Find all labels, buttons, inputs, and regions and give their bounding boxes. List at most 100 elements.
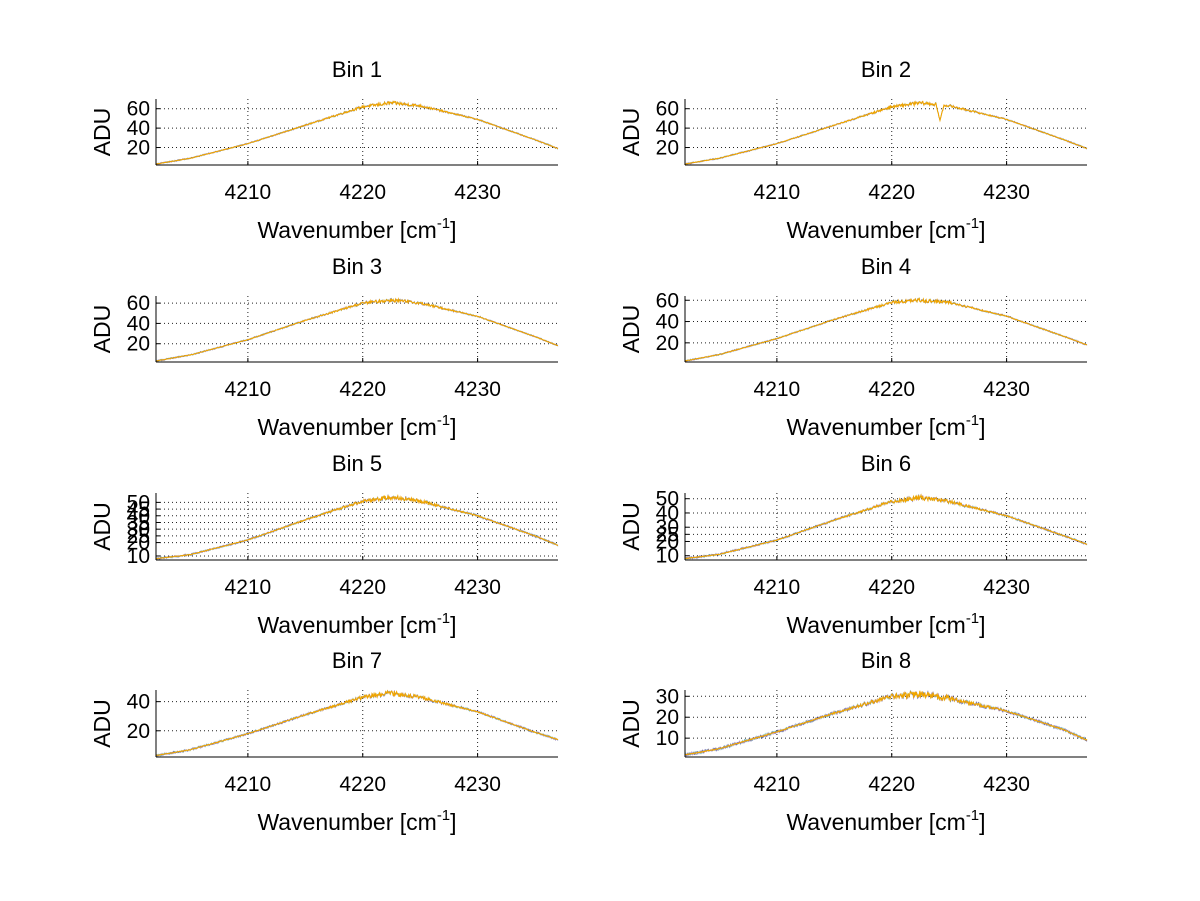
x-axis-label: Wavenumber [cm-1]	[257, 215, 456, 243]
x-axis-label: Wavenumber [cm-1]	[257, 610, 456, 638]
data-trace-underlay	[684, 100, 1088, 165]
x-axis-label-end: ]	[450, 414, 456, 440]
data-trace-underlay	[155, 100, 559, 165]
x-tick-label: 4210	[754, 773, 801, 796]
y-tick-label: 20	[127, 532, 150, 555]
y-tick-label: 25	[127, 525, 150, 548]
x-axis-label: Wavenumber [cm-1]	[786, 610, 985, 638]
x-axis-label-text: Wavenumber [cm	[257, 217, 436, 243]
y-tick-label: 45	[127, 498, 150, 521]
x-tick-label: 4210	[225, 181, 272, 204]
x-tick-label: 4230	[983, 181, 1030, 204]
x-tick-label: 4220	[339, 576, 386, 599]
x-axis-label: Wavenumber [cm-1]	[257, 807, 456, 835]
data-line	[155, 689, 559, 757]
y-axis-label: ADU	[89, 305, 115, 354]
subplot-title: Bin 7	[332, 648, 382, 673]
subplot-title: Bin 3	[332, 254, 382, 279]
y-axis-label: ADU	[618, 108, 644, 157]
data-trace-underlay	[155, 100, 559, 165]
x-tick-label: 4210	[754, 576, 801, 599]
y-tick-label: 40	[656, 311, 679, 334]
x-tick-label: 4210	[225, 576, 272, 599]
y-tick-label: 10	[656, 727, 679, 750]
x-axis-label-text: Wavenumber [cm	[786, 612, 965, 638]
subplot-title: Bin 4	[861, 254, 911, 279]
data-line	[155, 100, 559, 165]
data-line	[684, 100, 1088, 165]
data-trace-underlay	[155, 495, 559, 560]
x-axis-label-superscript: -1	[437, 215, 450, 232]
data-trace-underlay	[684, 297, 1088, 362]
y-tick-label: 20	[656, 137, 679, 160]
x-tick-label: 4230	[983, 576, 1030, 599]
data-trace-underlay	[684, 690, 1088, 758]
x-axis-label-end: ]	[450, 217, 456, 243]
data-trace-underlay	[684, 689, 1088, 757]
x-tick-label: 4220	[339, 773, 386, 796]
data-trace-underlay	[684, 100, 1088, 166]
subplot-title: Bin 1	[332, 57, 382, 82]
y-tick-label: 60	[127, 98, 150, 121]
x-tick-label: 4220	[868, 773, 915, 796]
x-tick-label: 4230	[983, 378, 1030, 401]
x-axis-label: Wavenumber [cm-1]	[786, 215, 985, 243]
x-axis-label-end: ]	[979, 414, 985, 440]
subplot-bin-7: Bin 7 20 40 4210 4220 4230 Wavenumber [cm-1] AD…	[89, 648, 559, 835]
y-tick-label: 30	[656, 516, 679, 539]
data-trace-underlay	[155, 297, 559, 362]
data-trace-underlay	[155, 100, 559, 165]
x-axis-label: Wavenumber [cm-1]	[257, 412, 456, 440]
subplot-title: Bin 6	[861, 451, 911, 476]
data-line	[684, 690, 1088, 756]
y-tick-label: 40	[127, 117, 150, 140]
x-axis-label-text: Wavenumber [cm	[786, 217, 965, 243]
x-tick-label: 4210	[225, 378, 272, 401]
y-tick-label: 60	[656, 98, 679, 121]
x-tick-label: 4230	[983, 773, 1030, 796]
x-axis-label-superscript: -1	[437, 807, 450, 824]
data-trace-underlay	[155, 298, 559, 363]
y-axis-label: ADU	[618, 305, 644, 354]
y-tick-label: 25	[656, 523, 679, 546]
y-tick-label: 40	[127, 691, 150, 714]
y-tick-label: 35	[127, 511, 150, 534]
y-tick-label: 20	[656, 530, 679, 553]
data-line	[684, 297, 1088, 362]
x-tick-label: 4220	[868, 576, 915, 599]
y-tick-label: 50	[127, 491, 150, 514]
x-tick-label: 4230	[454, 773, 501, 796]
x-tick-label: 4220	[339, 181, 386, 204]
x-axis-label-end: ]	[450, 612, 456, 638]
y-axis-label: ADU	[89, 502, 115, 551]
x-axis-label-superscript: -1	[437, 610, 450, 627]
x-tick-label: 4210	[225, 773, 272, 796]
y-axis-label: ADU	[618, 502, 644, 551]
y-axis-label: ADU	[618, 699, 644, 748]
x-axis-label-superscript: -1	[437, 412, 450, 429]
x-tick-label: 4230	[454, 378, 501, 401]
data-trace-underlay	[684, 690, 1088, 757]
x-tick-label: 4230	[454, 576, 501, 599]
y-tick-label: 40	[656, 117, 679, 140]
data-trace-underlay	[684, 100, 1088, 166]
x-tick-label: 4230	[454, 181, 501, 204]
x-axis-label: Wavenumber [cm-1]	[786, 807, 985, 835]
x-axis-label-superscript: -1	[966, 412, 979, 429]
x-axis-label-end: ]	[450, 809, 456, 835]
x-axis-label-end: ]	[979, 612, 985, 638]
x-tick-label: 4210	[754, 181, 801, 204]
data-line	[155, 493, 559, 560]
y-tick-label: 20	[127, 333, 150, 356]
y-tick-label: 20	[127, 137, 150, 160]
data-trace-underlay	[684, 494, 1088, 560]
x-axis-label: Wavenumber [cm-1]	[786, 412, 985, 440]
y-axis-label: ADU	[89, 108, 115, 157]
data-trace-underlay	[684, 296, 1088, 362]
x-axis-label-end: ]	[979, 217, 985, 243]
